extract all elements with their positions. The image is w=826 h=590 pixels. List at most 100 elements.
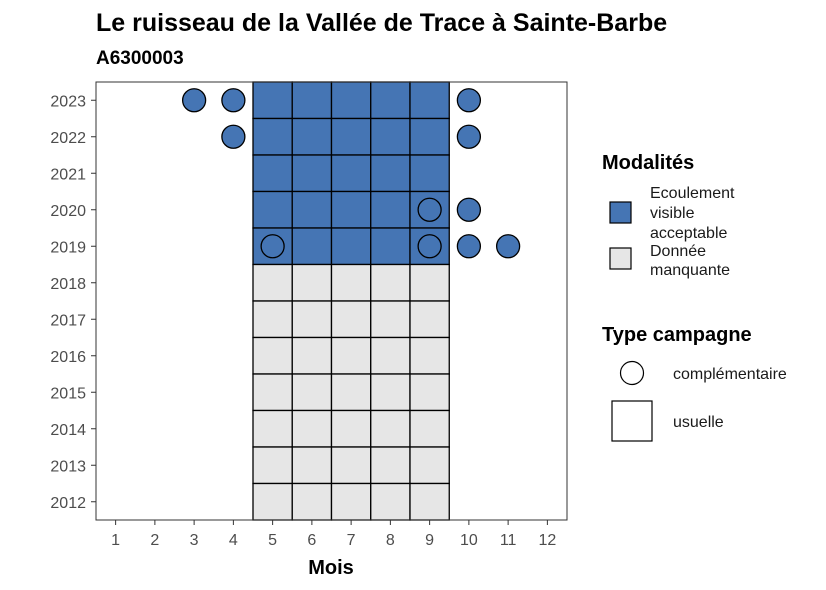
y-tick-label: 2023 [50, 93, 86, 110]
y-tick-label: 2019 [50, 239, 86, 256]
cell-2019-8 [370, 227, 411, 266]
cell-2012-9 [409, 482, 450, 521]
cell-2014-8 [370, 409, 411, 448]
legend-label-donnee-1: Donnée [650, 243, 706, 260]
legend-modalites-title: Modalités [602, 152, 694, 174]
cell-2012-8 [370, 482, 411, 521]
cell-2023-6 [291, 81, 333, 120]
cell-2015-6 [291, 373, 333, 412]
legend-swatch-donnee-manquante [609, 247, 632, 270]
cell-2023-5 [252, 81, 293, 120]
point-2020-9 [417, 197, 442, 222]
cell-2017-5 [252, 300, 293, 339]
cell-2023-8 [370, 81, 411, 120]
cell-2013-8 [370, 446, 411, 485]
cell-2017-7 [330, 300, 372, 339]
legend-label-donnee-2: manquante [650, 262, 730, 279]
point-2023-10 [456, 88, 482, 113]
point-2019-10 [456, 234, 482, 259]
cell-2017-8 [370, 300, 411, 339]
cell-2019-7 [330, 227, 372, 266]
cell-2021-9 [409, 154, 450, 193]
x-tick-label: 4 [229, 532, 238, 549]
y-axis: 2012 2013 2014 2015 2016 2017 2018 2019 2020 2021… [50, 93, 96, 512]
x-tick-label: 6 [307, 532, 316, 549]
panel-border [95, 81, 568, 521]
chart-title: Le ruisseau de la Vallée de Trace à Sain… [96, 9, 667, 37]
cell-2015-9 [409, 373, 450, 412]
x-tick-label: 8 [386, 532, 395, 549]
point-2023-4 [221, 88, 246, 113]
cell-2020-5 [252, 190, 293, 229]
cell-2014-5 [252, 409, 293, 448]
cell-2022-8 [370, 117, 411, 156]
cell-2018-7 [330, 263, 372, 302]
chart-subtitle: A6300003 [96, 48, 184, 69]
x-axis-label: Mois [308, 557, 354, 579]
x-tick-label: 1 [111, 532, 120, 549]
cell-2018-8 [370, 263, 411, 302]
cell-2018-5 [252, 263, 293, 302]
cell-2020-7 [330, 190, 372, 229]
point-2019-11 [495, 234, 521, 259]
point-2022-4 [221, 124, 246, 149]
x-tick-label: 5 [268, 532, 277, 549]
cell-2012-6 [291, 482, 333, 521]
x-tick-label: 10 [460, 532, 478, 549]
x-tick-label: 9 [425, 532, 434, 549]
cell-2021-6 [291, 154, 333, 193]
y-tick-label: 2021 [50, 166, 86, 183]
cell-2022-9 [409, 117, 450, 156]
cell-2016-6 [291, 336, 333, 375]
cell-2019-6 [291, 227, 333, 266]
y-tick-label: 2017 [50, 312, 86, 329]
y-tick-label: 2012 [50, 495, 86, 512]
cell-2021-8 [370, 154, 411, 193]
y-tick-label: 2015 [50, 385, 86, 402]
legend: Modalités Ecoulement visible acceptable … [602, 152, 787, 442]
legend-label-ecoulement-2: visible [650, 205, 695, 222]
legend-square-icon [611, 400, 653, 442]
cell-2017-9 [409, 300, 450, 339]
cell-2017-6 [291, 300, 333, 339]
y-tick-label: 2016 [50, 349, 86, 366]
x-tick-label: 2 [150, 532, 159, 549]
cell-2023-7 [330, 81, 372, 120]
cell-2015-8 [370, 373, 411, 412]
cell-2016-9 [409, 336, 450, 375]
cell-2018-9 [409, 263, 450, 302]
legend-label-ecoulement-3: acceptable [650, 225, 727, 242]
cell-2023-9 [409, 81, 450, 120]
point-2019-9 [417, 234, 442, 259]
point-2022-10 [456, 124, 482, 149]
point-2020-10 [456, 197, 482, 222]
cell-2022-6 [291, 117, 333, 156]
x-axis: 1 2 3 4 5 6 7 8 9 10 11 12 [111, 520, 556, 549]
legend-circle-icon [619, 360, 645, 386]
cell-2020-6 [291, 190, 333, 229]
cell-2015-7 [330, 373, 372, 412]
cell-2013-6 [291, 446, 333, 485]
cell-2022-5 [252, 117, 293, 156]
cell-2016-7 [330, 336, 372, 375]
legend-label-ecoulement-1: Ecoulement [650, 185, 735, 202]
cell-2021-7 [330, 154, 372, 193]
y-tick-label: 2014 [50, 422, 86, 439]
points-layer [181, 88, 521, 259]
cells-layer [252, 81, 450, 521]
cell-2013-9 [409, 446, 450, 485]
cell-2016-5 [252, 336, 293, 375]
legend-swatch-ecoulement [609, 201, 632, 224]
x-tick-label: 3 [190, 532, 199, 549]
cell-2013-5 [252, 446, 293, 485]
y-tick-label: 2022 [50, 130, 86, 147]
point-2019-5 [260, 234, 285, 259]
x-tick-label: 11 [500, 532, 517, 549]
cell-2013-7 [330, 446, 372, 485]
y-tick-label: 2020 [50, 203, 86, 220]
legend-type-title: Type campagne [602, 324, 752, 346]
x-tick-label: 12 [538, 532, 556, 549]
cell-2012-7 [330, 482, 372, 521]
cell-2014-9 [409, 409, 450, 448]
cell-2021-5 [252, 154, 293, 193]
